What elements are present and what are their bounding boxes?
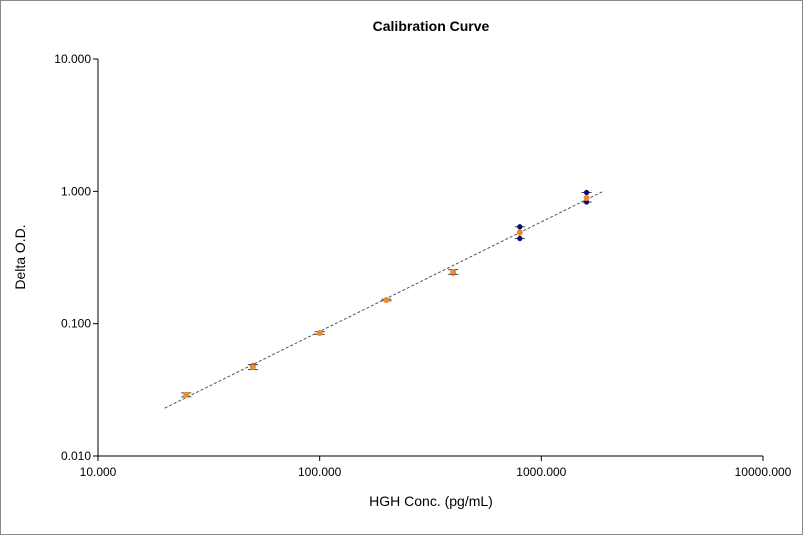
mean-point bbox=[383, 296, 390, 303]
mean-point bbox=[583, 195, 590, 202]
y-axis-label: Delta O.D. bbox=[12, 224, 28, 289]
x-tick-label: 10.000 bbox=[80, 465, 117, 479]
replicate-point bbox=[517, 224, 523, 230]
mean-point bbox=[249, 364, 256, 371]
chart-title: Calibration Curve bbox=[373, 18, 490, 34]
fit-line bbox=[164, 190, 604, 409]
mean-point bbox=[183, 391, 190, 398]
replicate-point bbox=[583, 189, 590, 196]
x-axis-label: HGH Conc. (pg/mL) bbox=[369, 493, 493, 509]
y-tick-label: 1.000 bbox=[61, 184, 91, 198]
x-tick-label: 100.000 bbox=[298, 465, 342, 479]
y-tick-label: 10.000 bbox=[54, 52, 91, 66]
replicate-point bbox=[583, 199, 590, 205]
y-tick-label: 0.100 bbox=[61, 317, 91, 331]
x-tick-label: 10000.000 bbox=[735, 465, 792, 479]
mean-point bbox=[450, 268, 457, 275]
x-tick-label: 1000.000 bbox=[516, 465, 566, 479]
replicate-point bbox=[517, 235, 523, 242]
mean-point bbox=[516, 229, 523, 236]
mean-point bbox=[316, 330, 323, 337]
y-tick-label: 0.010 bbox=[61, 449, 91, 463]
